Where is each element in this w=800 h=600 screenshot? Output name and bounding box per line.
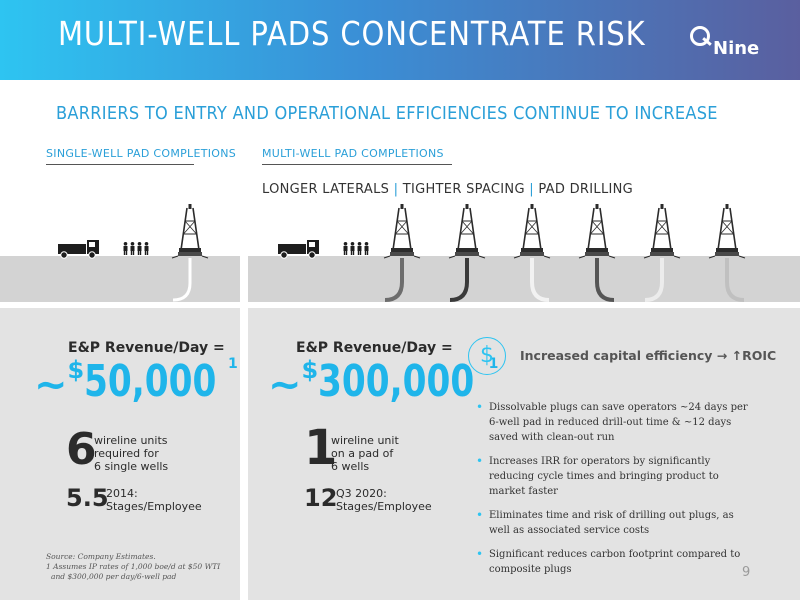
- tagline-item-laterals: LONGER LATERALS: [262, 182, 390, 197]
- single-well-panel: [0, 308, 240, 600]
- well-laterals: [384, 258, 745, 302]
- page-number: 9: [742, 565, 751, 580]
- ground-strip-multi: [248, 256, 800, 302]
- single-stages-count: 5.5: [66, 484, 109, 512]
- single-revenue-label: E&P Revenue/Day =: [68, 340, 225, 356]
- subtitle: BARRIERS TO ENTRY AND OPERATIONAL EFFICI…: [56, 103, 718, 124]
- single-revenue-value: ~$50,000 1: [34, 356, 238, 408]
- multi-wireline-text: wireline unit on a pad of 6 wells: [331, 434, 399, 473]
- dollar-icon: $: [468, 337, 506, 375]
- tagline-item-pad: PAD DRILLING: [538, 182, 634, 197]
- ground-strip-single: [0, 256, 240, 302]
- single-wireline-text: wireline units required for 6 single wells: [94, 434, 169, 473]
- multi-well-heading: MULTI-WELL PAD COMPLETIONS: [262, 147, 452, 165]
- list-item: Increases IRR for operators by significa…: [476, 454, 751, 499]
- drilling-rig-icon: [513, 203, 551, 259]
- tagline-item-spacing: TIGHTER SPACING: [402, 182, 525, 197]
- efficiency-bullets: Dissolvable plugs can save operators ~24…: [476, 400, 751, 586]
- multi-revenue-value: ~$300,000 1: [268, 356, 499, 408]
- efficiency-headline: Increased capital efficiency → ↑ROIC: [520, 348, 777, 363]
- logo-text: Nine: [713, 38, 760, 59]
- drilling-rig-icon: [643, 203, 681, 259]
- multi-wireline-count: 1: [304, 420, 338, 476]
- truck-icon: [277, 239, 320, 259]
- drilling-rig-icon: [171, 203, 209, 259]
- multi-revenue-label: E&P Revenue/Day =: [296, 340, 453, 356]
- drilling-rig-icon: [578, 203, 616, 259]
- tagline: LONGER LATERALS | TIGHTER SPACING | PAD …: [262, 182, 634, 197]
- drilling-rig-icon: [708, 203, 746, 259]
- single-stages-text: 2014: Stages/Employee: [106, 487, 202, 513]
- single-well-heading: SINGLE-WELL PAD COMPLETIONS: [46, 147, 236, 165]
- header-banner: MULTI-WELL PADS CONCENTRATE RISK Nine: [0, 0, 800, 80]
- logo-ring-icon: [690, 26, 710, 46]
- truck-icon: [57, 239, 100, 259]
- crew-icon: [123, 242, 149, 255]
- page-title: MULTI-WELL PADS CONCENTRATE RISK: [58, 14, 646, 53]
- list-item: Significant reduces carbon footprint com…: [476, 547, 751, 577]
- single-wireline-count: 6: [66, 424, 97, 475]
- source-note: Source: Company Estimates. 1 Assumes IP …: [46, 552, 221, 581]
- drilling-rig-icon: [448, 203, 486, 259]
- multi-stages-text: Q3 2020: Stages/Employee: [336, 487, 432, 513]
- list-item: Dissolvable plugs can save operators ~24…: [476, 400, 751, 445]
- crew-icon: [343, 242, 369, 255]
- drilling-rig-icon: [383, 203, 421, 259]
- multi-stages-count: 12: [304, 484, 338, 512]
- well-illustration: [57, 203, 746, 302]
- list-item: Eliminates time and risk of drilling out…: [476, 508, 751, 538]
